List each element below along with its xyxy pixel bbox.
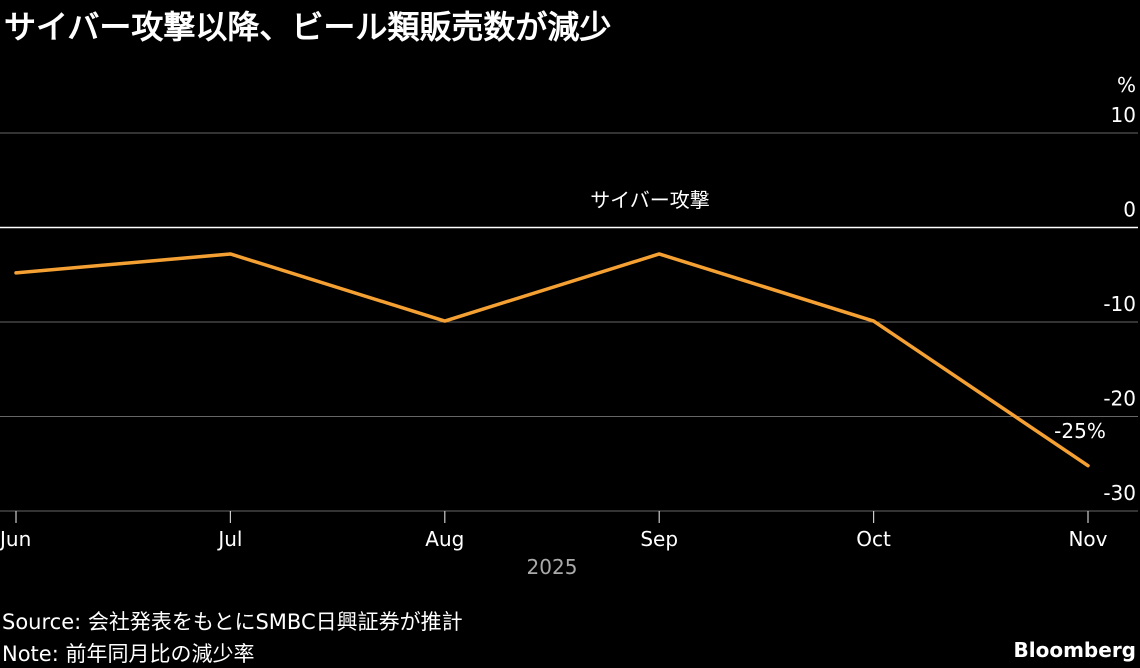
- y-tick-label: -30: [1103, 481, 1136, 505]
- line-chart: 10 0 -10 -20 -30 % サイバー攻撃 Jun Jul Aug Sep Oct Nov…: [0, 73, 1138, 579]
- y-axis-ticks: 10 0 -10 -20 -30: [1103, 103, 1136, 505]
- gridlines: [0, 132, 1138, 512]
- y-tick-label: 0: [1123, 198, 1136, 222]
- x-axis: Jun Jul Aug Sep Oct Nov: [0, 511, 1108, 551]
- data-series: [14, 252, 1090, 468]
- x-tick-label: Jun: [0, 527, 31, 551]
- x-tick-label: Sep: [640, 527, 678, 551]
- chart-title: サイバー攻撃以降、ビール類販売数が減少: [4, 8, 612, 46]
- footnote: Note: 前年同月比の減少率: [2, 642, 255, 666]
- y-tick-label: 10: [1111, 103, 1136, 127]
- bloomberg-logo: Bloomberg: [1013, 638, 1136, 662]
- y-tick-label: -10: [1103, 292, 1136, 316]
- x-tick-label: Oct: [856, 527, 891, 551]
- series-line: [14, 252, 1090, 468]
- x-tick-label: Aug: [425, 527, 464, 551]
- y-tick-label: -20: [1103, 387, 1136, 411]
- y-axis-unit-label: %: [1117, 73, 1136, 97]
- source-note: Source: 会社発表をもとにSMBC日興証券が推計: [2, 610, 463, 634]
- x-axis-label: 2025: [527, 555, 578, 579]
- x-tick-label: Nov: [1068, 527, 1107, 551]
- x-tick-label: Jul: [216, 527, 242, 551]
- last-value-label: -25%: [1054, 419, 1106, 443]
- zero-line-annotation: サイバー攻撃: [590, 188, 710, 212]
